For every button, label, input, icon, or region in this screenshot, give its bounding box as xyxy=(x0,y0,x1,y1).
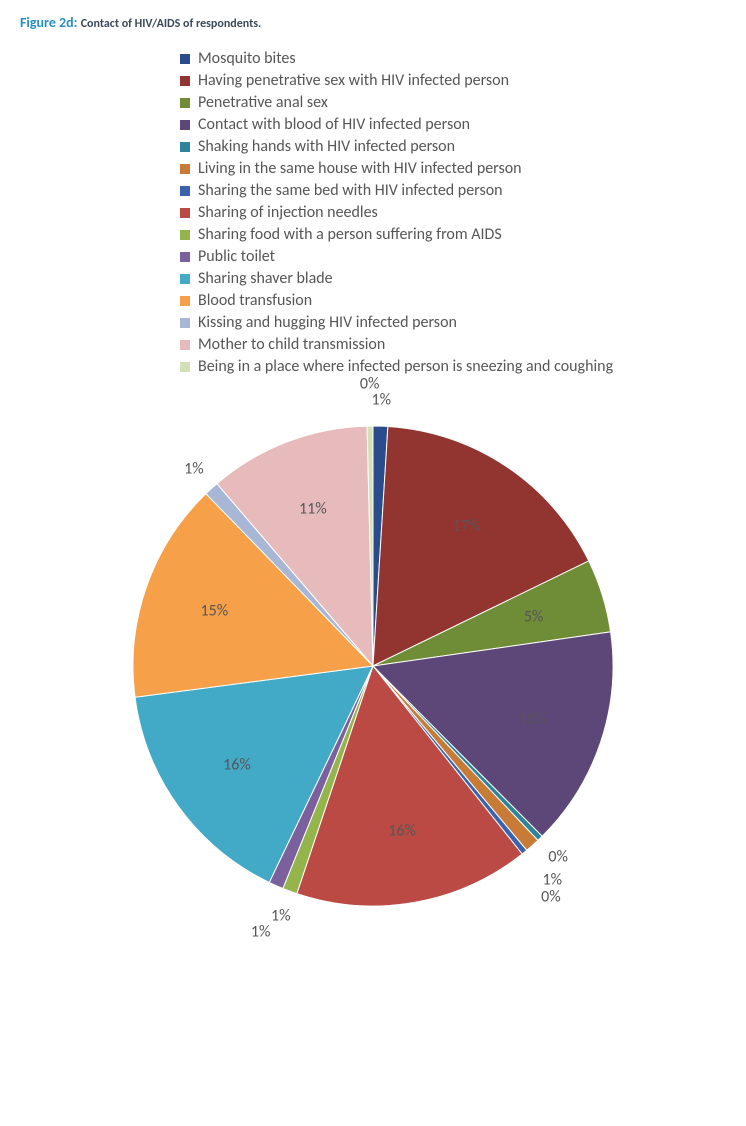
legend-swatch xyxy=(180,318,190,328)
legend-label: Public toilet xyxy=(198,247,275,266)
slice-label: 15% xyxy=(518,710,546,729)
legend-item: Having penetrative sex with HIV infected… xyxy=(180,71,726,90)
figure-title: Figure 2d: Contact of HIV/AIDS of respon… xyxy=(20,14,726,31)
legend-label: Sharing food with a person suffering fro… xyxy=(198,225,502,244)
legend-swatch xyxy=(180,76,190,86)
slice-label: 1% xyxy=(251,923,271,942)
legend-label: Kissing and hugging HIV infected person xyxy=(198,313,457,332)
legend-swatch xyxy=(180,54,190,64)
slice-label: 1% xyxy=(271,906,291,925)
legend-label: Penetrative anal sex xyxy=(198,93,328,112)
legend-label: Sharing shaver blade xyxy=(198,269,333,288)
pie-chart: 1%17%5%15%0%1%0%16%1%1%16%15%1%11%0% xyxy=(93,396,653,936)
legend-swatch xyxy=(180,186,190,196)
legend-item: Shaking hands with HIV infected person xyxy=(180,137,726,156)
legend-item: Blood transfusion xyxy=(180,291,726,310)
slice-label: 15% xyxy=(201,601,229,620)
legend-label: Blood transfusion xyxy=(198,291,312,310)
slice-label: 0% xyxy=(360,375,380,394)
slice-label: 1% xyxy=(184,460,204,479)
legend-label: Shaking hands with HIV infected person xyxy=(198,137,455,156)
legend-label: Having penetrative sex with HIV infected… xyxy=(198,71,509,90)
legend-label: Living in the same house with HIV infect… xyxy=(198,159,522,178)
legend-item: Mosquito bites xyxy=(180,49,726,68)
chart-legend: Mosquito bites Having penetrative sex wit… xyxy=(180,49,726,376)
legend-item: Sharing food with a person suffering fro… xyxy=(180,225,726,244)
legend-item: Penetrative anal sex xyxy=(180,93,726,112)
legend-swatch xyxy=(180,98,190,108)
legend-swatch xyxy=(180,252,190,262)
legend-swatch xyxy=(180,230,190,240)
legend-label: Sharing of injection needles xyxy=(198,203,378,222)
legend-label: Being in a place where infected person i… xyxy=(198,357,613,376)
legend-item: Being in a place where infected person i… xyxy=(180,357,726,376)
slice-label: 17% xyxy=(453,517,481,536)
legend-label: Mother to child transmission xyxy=(198,335,385,354)
legend-swatch xyxy=(180,274,190,284)
legend-label: Contact with blood of HIV infected perso… xyxy=(198,115,470,134)
slice-label: 0% xyxy=(548,847,568,866)
slice-label: 11% xyxy=(299,500,327,519)
slice-label: 16% xyxy=(223,755,251,774)
legend-swatch xyxy=(180,142,190,152)
legend-item: Public toilet xyxy=(180,247,726,266)
legend-item: Contact with blood of HIV infected perso… xyxy=(180,115,726,134)
legend-item: Kissing and hugging HIV infected person xyxy=(180,313,726,332)
legend-swatch xyxy=(180,340,190,350)
legend-label: Mosquito bites xyxy=(198,49,296,68)
legend-swatch xyxy=(180,208,190,218)
legend-swatch xyxy=(180,120,190,130)
slice-label: 5% xyxy=(524,607,544,626)
legend-item: Sharing shaver blade xyxy=(180,269,726,288)
legend-swatch xyxy=(180,164,190,174)
legend-item: Sharing the same bed with HIV infected p… xyxy=(180,181,726,200)
legend-item: Sharing of injection needles xyxy=(180,203,726,222)
legend-item: Mother to child transmission xyxy=(180,335,726,354)
figure-description: Contact of HIV/AIDS of respondents. xyxy=(81,17,262,31)
legend-label: Sharing the same bed with HIV infected p… xyxy=(198,181,503,200)
figure-label: Figure 2d: xyxy=(20,14,78,31)
slice-label: 0% xyxy=(541,887,561,906)
legend-swatch xyxy=(180,296,190,306)
slice-label: 16% xyxy=(388,822,416,841)
legend-item: Living in the same house with HIV infect… xyxy=(180,159,726,178)
pie-svg xyxy=(93,396,653,936)
legend-swatch xyxy=(180,362,190,372)
